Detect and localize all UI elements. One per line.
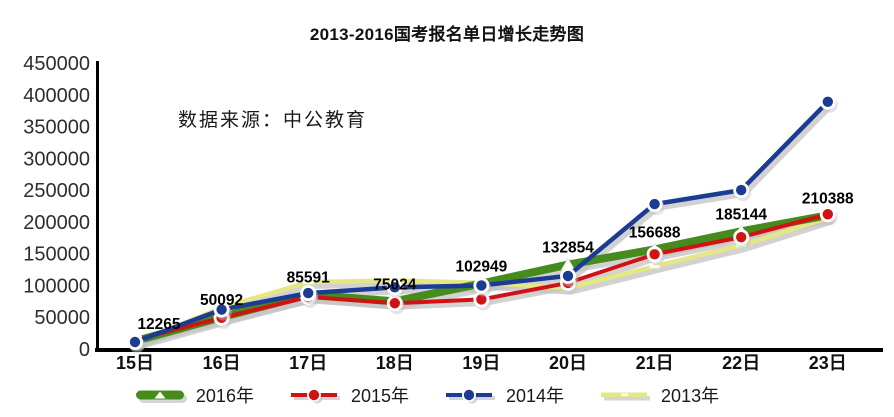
legend-item-2016: 2016年 <box>135 382 254 408</box>
marker-dash <box>649 264 660 269</box>
marker-circle <box>216 304 227 315</box>
x-axis-tick-label: 19日 <box>462 353 500 373</box>
marker-circle <box>736 184 747 196</box>
y-axis-line <box>96 61 99 350</box>
legend-item-2014: 2014年 <box>445 382 564 408</box>
legend-item-2015: 2015年 <box>290 382 409 408</box>
marker-circle <box>822 209 833 220</box>
x-axis-tick-label: 23日 <box>809 353 847 373</box>
marker-circle <box>822 96 833 107</box>
x-axis-tick-label: 16日 <box>203 353 241 373</box>
y-axis-tick-label: 300000 <box>23 148 90 170</box>
y-axis-tick-label: 250000 <box>23 180 90 202</box>
marker-dash <box>736 243 747 248</box>
chart-title: 2013-2016国考报名单日增长走势图 <box>309 25 585 44</box>
x-axis-tick-label: 22日 <box>722 353 760 373</box>
legend-swatch-2013-icon <box>601 392 651 401</box>
data-label: 132854 <box>542 240 594 257</box>
y-axis-tick-label: 150000 <box>23 244 90 266</box>
legend-label-2015: 2015年 <box>350 386 409 406</box>
data-label: 185144 <box>715 206 767 223</box>
marker-circle <box>389 298 400 309</box>
data-label: 102949 <box>456 259 508 276</box>
marker-circle <box>562 270 574 282</box>
data-label: 50092 <box>200 292 243 309</box>
legend-label-2013-swatch-text: 2014年 <box>506 386 565 406</box>
x-axis-line <box>95 348 883 352</box>
legend-label-2016: 2016年 <box>195 386 254 406</box>
x-axis-tick-label: 18日 <box>376 353 414 373</box>
data-label: 156688 <box>629 224 681 241</box>
marker-circle <box>389 282 400 293</box>
marker-circle <box>476 294 487 305</box>
marker-circle <box>736 231 747 243</box>
legend-swatch-2016-icon <box>135 390 187 403</box>
chart-legend: 2016年 2015年 2014年 <box>0 379 854 411</box>
legend-swatch-2014-icon <box>446 388 495 404</box>
marker-circle <box>129 336 141 348</box>
legend-swatch-2015-icon <box>290 388 340 404</box>
x-axis-tick-label: 17日 <box>289 353 327 373</box>
data-label: 210388 <box>802 190 854 207</box>
marker-circle <box>303 287 314 299</box>
y-axis-tick-label: 50000 <box>34 307 90 329</box>
y-axis-tick-label: 400000 <box>23 85 90 107</box>
y-axis-tick-label: 0 <box>79 339 90 361</box>
marker-circle <box>476 280 487 291</box>
y-axis-tick-label: 450000 <box>23 53 90 75</box>
source-note: 数据来源：中公教育 <box>178 110 368 131</box>
x-axis-tick-label: 15日 <box>116 353 154 373</box>
y-axis-tick-label: 200000 <box>23 212 90 234</box>
x-axis-tick-label: 20日 <box>549 353 587 373</box>
marker-circle <box>649 198 660 210</box>
marker-circle <box>649 249 660 260</box>
x-axis-tick-label: 21日 <box>636 353 674 373</box>
data-label: 12265 <box>137 316 180 333</box>
y-axis-tick-label: 100000 <box>23 275 90 297</box>
legend-item-2013: 2013年 <box>600 382 719 408</box>
data-label: 85591 <box>287 270 330 287</box>
data-label: 75024 <box>373 276 416 293</box>
legend-label-2013: 2013年 <box>661 386 720 406</box>
y-axis-tick-label: 350000 <box>23 117 90 139</box>
marker-dash <box>303 280 314 285</box>
